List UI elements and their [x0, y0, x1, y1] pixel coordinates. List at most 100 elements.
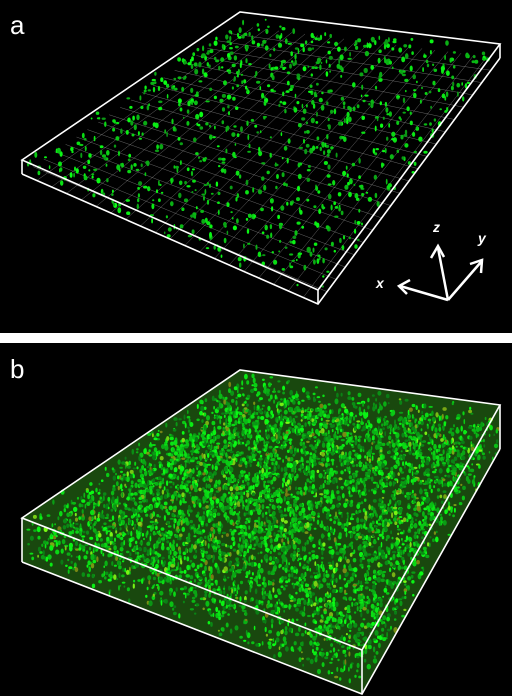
cell [331, 205, 333, 211]
cell [246, 180, 249, 186]
cell [242, 423, 244, 427]
cell [435, 412, 438, 417]
cell [383, 482, 385, 488]
cell [316, 146, 319, 149]
cell [133, 163, 136, 167]
cell [342, 245, 345, 250]
cell [482, 58, 485, 60]
cell [195, 465, 199, 468]
cell [233, 549, 237, 552]
cell [473, 55, 476, 58]
cell [460, 484, 462, 486]
cell [293, 236, 297, 239]
cell [68, 566, 72, 569]
cell [391, 138, 395, 140]
cell [253, 459, 257, 462]
cell [405, 434, 408, 437]
cell [134, 525, 136, 531]
cell [331, 658, 333, 661]
cell [367, 515, 370, 518]
cell [164, 129, 166, 134]
cell [311, 470, 315, 474]
cell [105, 572, 109, 576]
cell [206, 458, 209, 460]
cell [184, 61, 187, 65]
cell [82, 133, 85, 139]
cell [355, 574, 357, 577]
cell [166, 489, 169, 493]
cell [212, 559, 214, 563]
cell [439, 454, 443, 456]
cell [270, 544, 273, 550]
cell [283, 432, 285, 436]
cell [457, 486, 460, 488]
cell [404, 540, 407, 542]
cell [52, 523, 54, 527]
cell [403, 560, 405, 565]
cell [104, 561, 107, 567]
cell [356, 632, 360, 638]
cell [269, 504, 272, 506]
cell [228, 111, 230, 115]
cell [272, 579, 274, 582]
cell [227, 425, 231, 427]
cell [405, 53, 409, 59]
cell [303, 47, 305, 52]
cell [301, 633, 304, 637]
cell [203, 608, 205, 611]
cell [214, 126, 216, 130]
cell [147, 587, 149, 590]
cell [200, 455, 202, 461]
cell [435, 469, 438, 471]
cell [329, 409, 331, 414]
cell [226, 202, 229, 207]
cell [342, 432, 346, 437]
cell [468, 473, 472, 475]
cell [328, 463, 331, 466]
cell [267, 84, 270, 87]
cell [154, 464, 156, 468]
cell [193, 544, 197, 549]
cell [358, 627, 361, 631]
cell [362, 555, 365, 558]
cell [247, 243, 250, 245]
cell [201, 548, 204, 551]
cell [477, 434, 479, 437]
cell [192, 229, 195, 234]
cell [406, 106, 409, 111]
cell [228, 586, 230, 591]
cell [154, 447, 158, 452]
cell [375, 607, 378, 613]
cell [230, 186, 233, 190]
cell [276, 631, 280, 636]
cell [158, 481, 160, 483]
cell [357, 239, 360, 241]
cell [190, 88, 193, 93]
cell [344, 47, 347, 52]
cell [416, 432, 418, 434]
cell [75, 513, 77, 516]
cell [338, 192, 342, 196]
cell [389, 61, 392, 65]
cell [164, 599, 168, 604]
cell [317, 669, 321, 674]
cell [112, 190, 114, 193]
cell [329, 565, 333, 567]
cell [237, 74, 239, 77]
cell [394, 521, 397, 525]
cell [425, 413, 429, 418]
cell [156, 433, 159, 437]
cell [363, 508, 366, 512]
cell [297, 186, 300, 192]
cell [378, 523, 382, 526]
cell [236, 597, 238, 600]
cell [395, 598, 398, 603]
cell [208, 610, 211, 615]
cell [449, 513, 451, 516]
cell [246, 380, 249, 384]
cell [365, 603, 367, 608]
cell [239, 174, 241, 178]
cell [171, 119, 173, 125]
cell [286, 90, 290, 93]
cell [208, 543, 210, 549]
